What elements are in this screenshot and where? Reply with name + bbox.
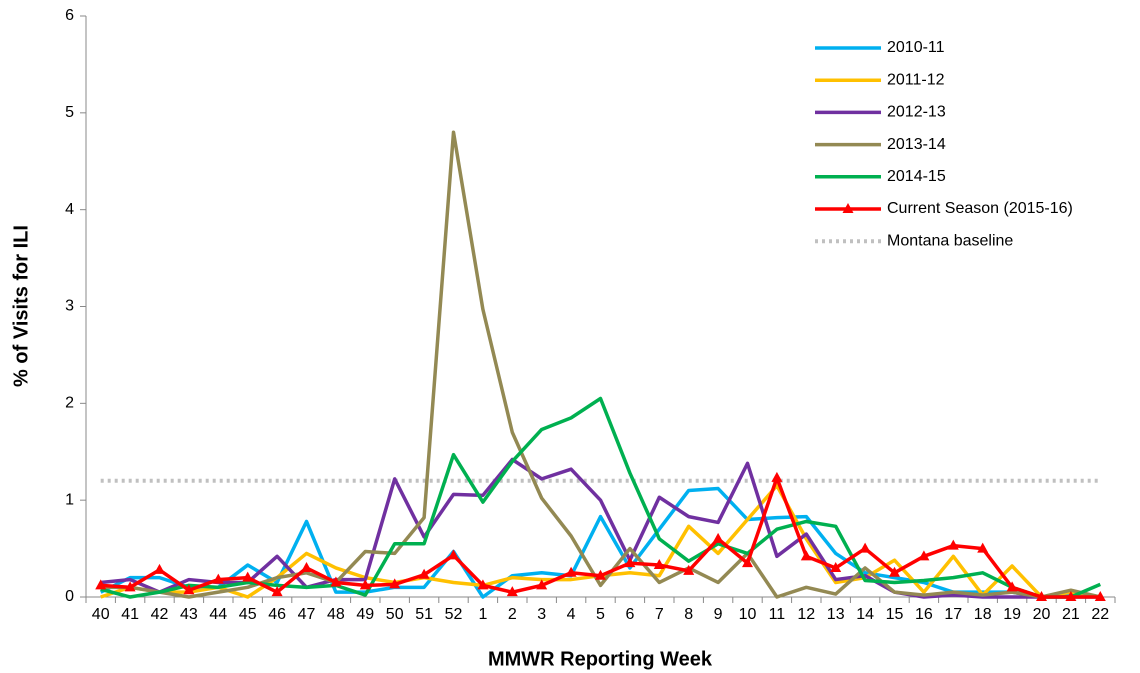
- y-tick-label: 2: [65, 395, 74, 412]
- marker: [536, 579, 548, 590]
- marker: [1094, 591, 1106, 601]
- legend-label: Current Season (2015-16): [887, 200, 1073, 217]
- y-tick-label: 4: [65, 201, 74, 218]
- legend-label: 2013-14: [887, 136, 946, 153]
- series-line: [99, 486, 1101, 599]
- x-tick-label: 13: [827, 606, 845, 623]
- marker: [947, 539, 959, 550]
- legend-marker: [842, 203, 854, 213]
- marker: [271, 586, 283, 597]
- marker: [212, 573, 224, 584]
- x-tick-label: 10: [739, 606, 757, 623]
- x-tick-label: 2: [508, 606, 517, 623]
- marker: [624, 557, 636, 568]
- marker: [242, 571, 254, 582]
- legend-label: 2014-15: [887, 168, 946, 185]
- x-tick-label: 43: [180, 606, 198, 623]
- marker: [977, 542, 989, 553]
- marker: [448, 549, 459, 560]
- y-tick-label: 5: [65, 104, 74, 121]
- x-tick-label: 18: [974, 606, 992, 623]
- x-tick-label: 6: [625, 606, 634, 623]
- marker: [830, 561, 842, 572]
- x-axis-title: MMWR Reporting Week: [488, 648, 713, 670]
- marker: [889, 566, 900, 577]
- x-tick-label: 45: [239, 606, 257, 623]
- marker: [1006, 581, 1018, 592]
- marker: [418, 568, 430, 579]
- x-tick-label: 42: [151, 606, 169, 623]
- y-tick-label: 0: [65, 588, 74, 605]
- marker: [477, 579, 489, 590]
- legend-label: 2010-11: [887, 39, 945, 56]
- x-tick-label: 3: [537, 606, 546, 623]
- marker: [683, 564, 695, 575]
- marker: [742, 557, 753, 568]
- y-tick-label: 1: [65, 491, 74, 508]
- marker: [330, 576, 342, 587]
- marker: [359, 579, 371, 590]
- marker: [124, 581, 136, 592]
- marker: [771, 471, 783, 482]
- marker: [800, 550, 812, 561]
- legend-label: 2011-12: [887, 71, 945, 88]
- marker: [506, 586, 518, 597]
- marker: [565, 566, 577, 577]
- y-tick-label: 6: [65, 7, 74, 24]
- x-tick-label: 44: [209, 606, 227, 623]
- x-tick-label: 5: [596, 606, 605, 623]
- x-tick-label: 17: [944, 606, 962, 623]
- x-tick-label: 41: [121, 606, 139, 623]
- marker: [653, 559, 665, 570]
- x-tick-label: 50: [386, 606, 404, 623]
- series-line: [100, 396, 1101, 599]
- marker: [595, 569, 606, 580]
- x-tick-label: 4: [567, 606, 576, 623]
- marker: [301, 561, 312, 572]
- x-tick-label: 21: [1062, 606, 1080, 623]
- marker: [1036, 591, 1047, 601]
- x-tick-label: 12: [797, 606, 815, 623]
- x-tick-label: 47: [298, 606, 316, 623]
- x-tick-label: 7: [655, 606, 664, 623]
- marker: [918, 550, 930, 561]
- x-tick-label: 15: [886, 606, 904, 623]
- marker: [154, 563, 165, 574]
- marker: [95, 579, 107, 590]
- x-tick-label: 51: [415, 606, 433, 623]
- x-tick-label: 11: [769, 606, 786, 623]
- x-tick-label: 20: [1033, 606, 1051, 623]
- x-tick-label: 52: [445, 606, 463, 623]
- y-axis-title: % of Visits for ILI: [10, 225, 32, 387]
- x-tick-label: 48: [327, 606, 345, 623]
- legend-label: 2012-13: [887, 104, 946, 121]
- x-tick-label: 14: [856, 606, 874, 623]
- x-tick-label: 49: [356, 606, 374, 623]
- marker: [712, 532, 724, 543]
- marker: [389, 578, 401, 589]
- x-tick-label: 9: [714, 606, 723, 623]
- x-tick-label: 16: [915, 606, 933, 623]
- x-tick-label: 22: [1091, 606, 1109, 623]
- series-line: [100, 457, 1101, 599]
- x-tick-label: 8: [684, 606, 693, 623]
- x-tick-label: 40: [92, 606, 110, 623]
- y-tick-label: 3: [65, 298, 74, 315]
- series-line: [100, 130, 1101, 599]
- x-tick-label: 19: [1003, 606, 1021, 623]
- x-tick-label: 46: [268, 606, 286, 623]
- marker: [1065, 591, 1077, 601]
- marker: [859, 542, 871, 553]
- marker: [183, 584, 195, 595]
- x-tick-label: 1: [478, 606, 487, 623]
- legend-label: Montana baseline: [887, 232, 1013, 249]
